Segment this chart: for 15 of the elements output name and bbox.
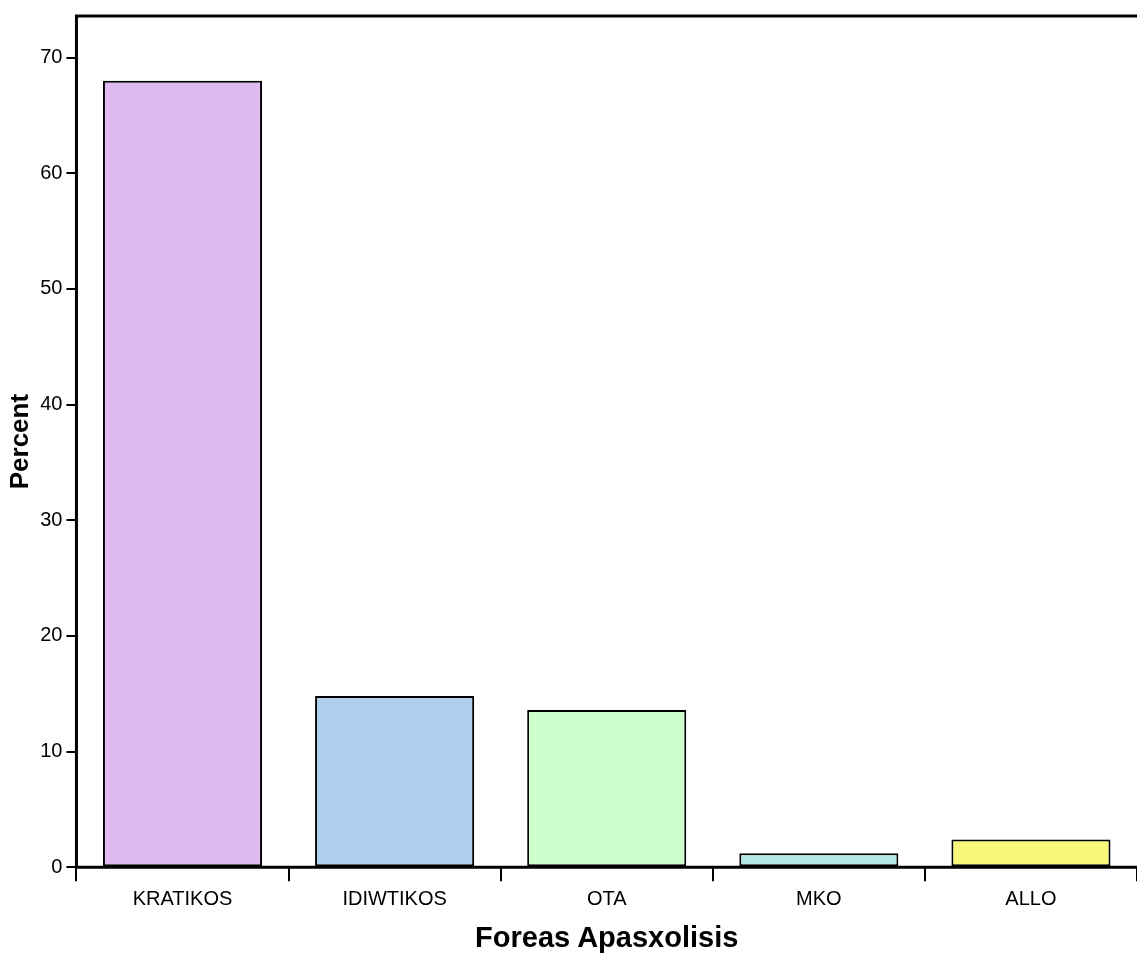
y-tick-label: 40	[40, 392, 63, 415]
y-tick-label: 10	[40, 739, 63, 762]
x-tick-label: KRATIKOS	[132, 886, 233, 909]
x-axis-title: Foreas Apasxolisis	[475, 920, 739, 953]
x-tick-label: ALLO	[1005, 886, 1057, 909]
y-tick-label: 50	[40, 276, 63, 299]
y-axis-title: Percent	[3, 393, 34, 490]
y-tick-label: 60	[40, 160, 63, 183]
x-tick-label: MKO	[796, 886, 842, 909]
y-tick-label: 20	[40, 623, 63, 646]
y-tick-label: 70	[40, 45, 63, 68]
x-tick-label: OTA	[586, 886, 628, 909]
x-tick-label: IDIWTIKOS	[342, 886, 447, 909]
y-tick-label: 30	[40, 507, 63, 530]
y-tick-label: 0	[51, 854, 63, 877]
